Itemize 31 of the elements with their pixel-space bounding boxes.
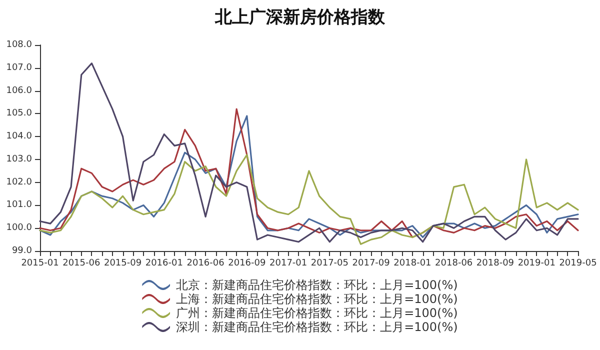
- legend-label: 广州：新建商品住宅价格指数：环比：上月=100(%): [176, 306, 458, 320]
- x-tick-label: 2019-01: [518, 258, 556, 268]
- x-tick-label: 2015-06: [62, 258, 100, 268]
- y-tick-label: 102.0: [6, 177, 32, 188]
- x-tick-label: 2015-09: [104, 258, 142, 268]
- y-tick-label: 105.0: [6, 108, 32, 119]
- y-tick-label: 104.0: [6, 132, 32, 142]
- y-tick-label: 106.0: [6, 86, 32, 96]
- x-tick-label: 2015-01: [21, 258, 59, 268]
- y-tick-label: 101.0: [6, 200, 32, 210]
- x-tick-label: 2018-09: [476, 258, 514, 268]
- line-series: [39, 154, 579, 245]
- y-tick-label: 100.0: [6, 223, 32, 234]
- legend-label: 北京：新建商品住宅价格指数：环比：上月=100(%): [176, 278, 458, 292]
- x-tick-label: 2016-06: [186, 258, 225, 268]
- y-tick-label: 103.0: [6, 154, 32, 164]
- chart-title: 北上广深新房价格指数: [214, 8, 386, 28]
- x-tick-label: 2017-05: [310, 258, 348, 268]
- y-tick-label: 107.0: [6, 62, 32, 73]
- x-tick-label: 2017-09: [352, 258, 390, 268]
- x-tick-label: 2016-09: [228, 258, 266, 268]
- x-tick-label: 2016-01: [145, 258, 183, 268]
- x-tick-label: 2018-01: [394, 258, 432, 268]
- x-tick-label: 2019-05: [559, 258, 597, 268]
- line-series: [39, 62, 579, 243]
- y-tick-label: 99.0: [12, 246, 32, 256]
- legend-label: 深圳：新建商品住宅价格指数：环比：上月=100(%): [176, 320, 458, 334]
- x-tick-label: 2018-06: [435, 258, 473, 268]
- y-tick-label: 108.0: [6, 40, 32, 50]
- x-tick-label: 2017-01: [270, 258, 308, 268]
- legend-label: 上海：新建商品住宅价格指数：环比：上月=100(%): [176, 292, 458, 306]
